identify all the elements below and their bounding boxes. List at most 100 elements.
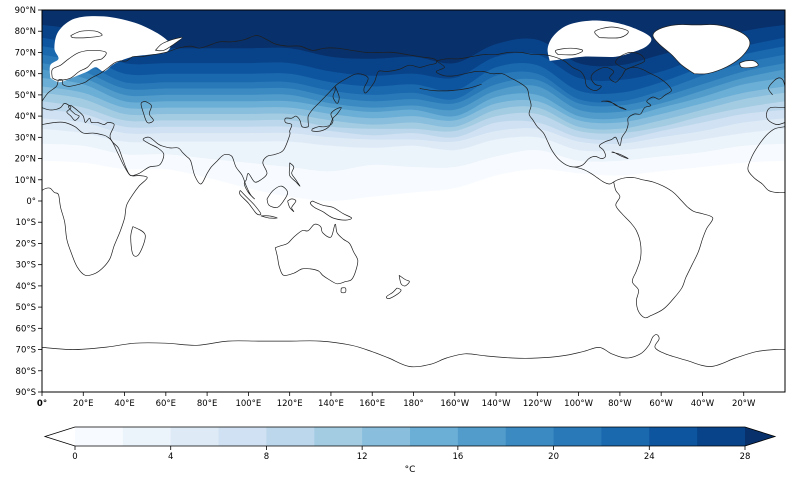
coastline-south-america <box>574 166 714 319</box>
x-tick-label: 140°E <box>318 399 344 409</box>
y-tick-label: 40°S <box>16 282 36 292</box>
x-tick-label: 120°W <box>523 399 552 409</box>
colorbar-tick-label: 28 <box>740 452 751 462</box>
x-tick-label: 100°E <box>235 399 261 409</box>
colorbar-tick-label: 24 <box>644 452 655 462</box>
y-tick-label: 20°N <box>15 155 36 165</box>
coastline-novaya-zemlya <box>155 37 183 52</box>
coastline-sakhalin <box>332 86 340 104</box>
coastlines <box>42 24 785 368</box>
colorbar-unit-label: °C <box>405 465 416 475</box>
coastline-australia <box>274 223 359 285</box>
x-tick-label: 20°W <box>732 399 756 409</box>
y-tick-label: 20°S <box>16 239 36 249</box>
colorbar-segment-0 <box>75 427 124 446</box>
y-tick-label: 90°N <box>15 6 36 16</box>
coastline-britain <box>768 77 785 96</box>
y-tick-label: 60°N <box>15 70 36 80</box>
x-tick-label: 40°W <box>691 399 715 409</box>
coastline-madagascar <box>130 226 146 257</box>
y-tick-label: 30°N <box>15 133 36 143</box>
coastline-iberia <box>765 106 785 125</box>
x-tick-label: 60°W <box>649 399 673 409</box>
coastline-great-lakes <box>601 100 627 111</box>
x-tick-label: 160°E <box>359 399 385 409</box>
y-tick-label: 70°S <box>16 346 36 356</box>
coastline-philippines <box>288 162 301 187</box>
y-tick-label: 60°S <box>16 324 36 334</box>
coastline-ellesmere-island <box>594 26 629 39</box>
coastline-new-guinea <box>309 200 352 221</box>
y-tick-label: 0° <box>26 197 36 207</box>
coastline-victoria-island <box>554 47 584 56</box>
colorbar-segment-11 <box>601 427 650 446</box>
colorbar-segment-10 <box>553 427 602 446</box>
white-patch-canadian-arctic <box>547 20 652 61</box>
coastline-borneo <box>266 185 288 208</box>
y-tick-label: 70°N <box>15 48 36 58</box>
y-tick-label: 50°N <box>15 91 36 101</box>
y-tick-label: 10°N <box>15 176 36 186</box>
x-tick-label: 180° <box>403 399 423 409</box>
y-tick-label: 90°S <box>16 388 36 398</box>
y-tick-label: 80°S <box>16 367 36 377</box>
x-tick-label: 40°E <box>114 399 134 409</box>
y-tick-label: 30°S <box>16 261 36 271</box>
coastline-africa-west <box>747 126 785 194</box>
coastline-africa <box>42 121 148 276</box>
x-tick-label: 100°W <box>564 399 593 409</box>
coastline-baffin-island <box>615 52 646 70</box>
colorbar-tick-label: 8 <box>264 452 269 462</box>
colorbar-tick-label: 12 <box>357 452 368 462</box>
coastline-cuba <box>611 151 629 159</box>
x-axis: 0° 20°E 40°E 60°E 80°E 100°E 120°E 140°E 160°E 18… <box>37 392 756 409</box>
coastline-sumatra <box>239 190 262 216</box>
x-tick-label: 140°W <box>482 399 511 409</box>
y-axis: 90°N 80°N 70°N 60°N 50°N 40°N 30°N 20°N 10°N 0° 10… <box>15 6 42 398</box>
coastline-scandinavia <box>51 49 107 81</box>
coastline-new-zealand-south <box>386 287 402 300</box>
colorbar-tick-label: 4 <box>168 452 173 462</box>
colorbar-segment-5 <box>314 427 363 446</box>
colorbar-segment-12 <box>649 427 698 446</box>
x-tick-label: 20°E <box>73 399 93 409</box>
coastline-caspian-sea <box>140 100 154 124</box>
y-tick-label: 50°S <box>16 303 36 313</box>
coastline-greenland <box>652 24 751 75</box>
coastline-aleutians <box>419 83 482 92</box>
y-tick-label: 40°N <box>15 112 36 122</box>
y-tick-label: 10°S <box>16 218 36 228</box>
colorbar-arrow-over <box>745 427 775 446</box>
colorbar-arrow-under <box>45 427 75 446</box>
colorbar: 0 4 8 12 16 20 24 28 <box>43 426 777 462</box>
coastline-svalbard <box>70 30 103 39</box>
colorbar-segment-7 <box>410 427 459 446</box>
x-tick-label: 60°E <box>156 399 176 409</box>
colorbar-tick-label: 0 <box>72 452 77 462</box>
colorbar-tick-label: 20 <box>548 452 559 462</box>
coastline-tasmania <box>340 287 347 294</box>
x-tick-label: 0° <box>37 399 47 409</box>
coastline-new-zealand-north <box>398 275 410 287</box>
y-tick-label: 80°N <box>15 27 36 37</box>
colorbar-tick-label: 16 <box>452 452 463 462</box>
contour-field <box>42 10 785 392</box>
coastline-north-america <box>435 51 672 168</box>
colorbar-segment-9 <box>505 427 555 446</box>
colorbar-segment-2 <box>170 427 220 446</box>
x-tick-label: 120°E <box>277 399 303 409</box>
colorbar-segment-6 <box>362 427 411 446</box>
x-tick-label: 160°W <box>440 399 469 409</box>
coastline-japan <box>311 107 342 132</box>
coastline-iceland <box>739 60 759 69</box>
x-tick-label: 80°W <box>608 399 632 409</box>
colorbar-segment-8 <box>457 427 507 446</box>
coastline-sulawesi <box>287 198 297 212</box>
coastline-java <box>260 215 278 219</box>
colorbar-segment-3 <box>218 427 267 446</box>
colorbar-segment-4 <box>266 427 315 446</box>
colorbar-segment-13 <box>697 427 746 446</box>
coastline-antarctica <box>42 334 785 368</box>
